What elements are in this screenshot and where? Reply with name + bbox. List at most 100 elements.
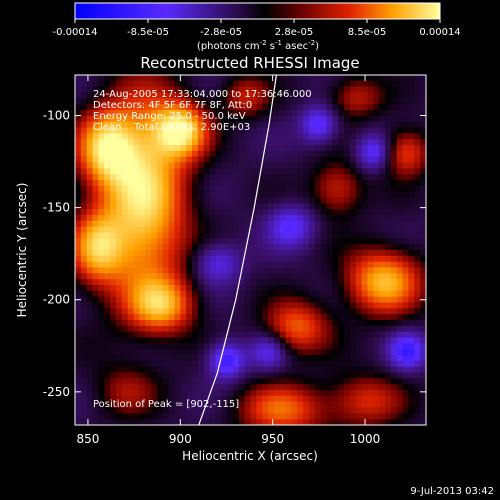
heatmap-cell (402, 80, 409, 88)
heatmap-cell (361, 209, 368, 216)
heatmap-cell (151, 308, 158, 315)
heatmap-cell (250, 308, 257, 315)
heatmap-cell (168, 390, 175, 397)
heatmap-cell (244, 285, 251, 292)
heatmap-cell (326, 419, 333, 425)
heatmap-cell (151, 121, 158, 128)
heatmap-cell (232, 349, 240, 356)
heatmap-cell (244, 401, 251, 408)
heatmap-cell (396, 413, 403, 420)
heatmap-cell (139, 145, 146, 152)
heatmap-cell (180, 92, 187, 99)
heatmap-cell (303, 75, 310, 82)
heatmap-cell (408, 244, 415, 251)
heatmap-cell (203, 75, 210, 82)
heatmap-cell (279, 267, 286, 274)
heatmap-cell (297, 121, 304, 128)
heatmap-cell (361, 220, 368, 228)
heatmap-cell (355, 104, 363, 111)
heatmap-cell (332, 255, 339, 263)
heatmap-cell (285, 390, 292, 397)
heatmap-cell (156, 197, 164, 204)
heatmap-cell (227, 133, 234, 140)
heatmap-cell (104, 413, 111, 420)
heatmap-cell (349, 226, 357, 233)
heatmap-cell (98, 215, 105, 222)
heatmap-cell (390, 133, 398, 140)
heatmap-cell (174, 285, 181, 292)
heatmap-cell (332, 244, 339, 251)
heatmap-cell (338, 337, 345, 344)
heatmap-cell (396, 395, 403, 403)
heatmap-cell (303, 366, 310, 373)
heatmap-cell (127, 80, 134, 88)
heatmap-cell (115, 209, 123, 216)
heatmap-cell (80, 203, 88, 210)
heatmap-cell (326, 290, 333, 298)
heatmap-cell (75, 419, 82, 425)
heatmap-cell (227, 110, 234, 117)
heatmap-cell (80, 209, 88, 216)
heatmap-cell (396, 419, 403, 425)
heatmap-cell (361, 145, 368, 152)
heatmap-cell (379, 378, 386, 385)
heatmap-cell (197, 156, 205, 163)
heatmap-cell (297, 110, 304, 117)
heatmap-cell (209, 127, 216, 134)
heatmap-cell (396, 320, 403, 327)
heatmap-cell (256, 255, 263, 263)
heatmap-cell (361, 255, 368, 263)
heatmap-cell (355, 244, 363, 251)
heatmap-cell (197, 133, 205, 140)
heatmap-cell (197, 325, 205, 333)
heatmap-cell (110, 349, 117, 356)
heatmap-cell (192, 255, 199, 263)
heatmap-cell (361, 174, 368, 181)
heatmap-cell (420, 302, 426, 309)
heatmap-cell (215, 250, 222, 257)
colorbar-tick-label: -0.00014 (53, 27, 98, 38)
heatmap-cell (390, 366, 398, 373)
heatmap-cell (285, 139, 292, 146)
heatmap-cell (238, 215, 246, 222)
heatmap-cell (232, 238, 240, 245)
heatmap-cell (414, 355, 421, 362)
heatmap-cell (209, 220, 216, 228)
heatmap-cell (396, 110, 403, 117)
heatmap-cell (180, 337, 187, 344)
heatmap-cell (250, 407, 257, 414)
heatmap-cell (279, 150, 286, 158)
heatmap-cell (361, 279, 368, 286)
heatmap-cell (203, 390, 210, 397)
heatmap-cell (92, 395, 99, 403)
heatmap-cell (232, 162, 240, 169)
heatmap-cell (338, 110, 345, 117)
heatmap-cell (203, 372, 210, 379)
heatmap-cell (133, 244, 140, 251)
heatmap-cell (151, 86, 158, 93)
heatmap-cell (186, 209, 193, 216)
heatmap-cell (98, 226, 105, 233)
heatmap-cell (297, 407, 304, 414)
heatmap-cell (174, 320, 181, 327)
heatmap-cell (221, 174, 228, 181)
heatmap-cell (256, 115, 263, 123)
heatmap-cell (92, 168, 99, 175)
heatmap-cell (209, 244, 216, 251)
heatmap-cell (338, 185, 345, 193)
heatmap-cell (373, 372, 380, 379)
heatmap-cell (127, 378, 134, 385)
heatmap-cell (256, 127, 263, 134)
heatmap-cell (104, 115, 111, 123)
heatmap-cell (268, 185, 275, 193)
heatmap-cell (408, 133, 415, 140)
heatmap-cell (256, 366, 263, 373)
heatmap-cell (256, 110, 263, 117)
heatmap-cell (338, 419, 345, 425)
heatmap-cell (390, 162, 398, 169)
heatmap-cell (390, 115, 398, 123)
heatmap-cell (215, 185, 222, 193)
heatmap-cell (162, 255, 169, 263)
heatmap-cell (92, 419, 99, 425)
heatmap-cell (75, 168, 82, 175)
